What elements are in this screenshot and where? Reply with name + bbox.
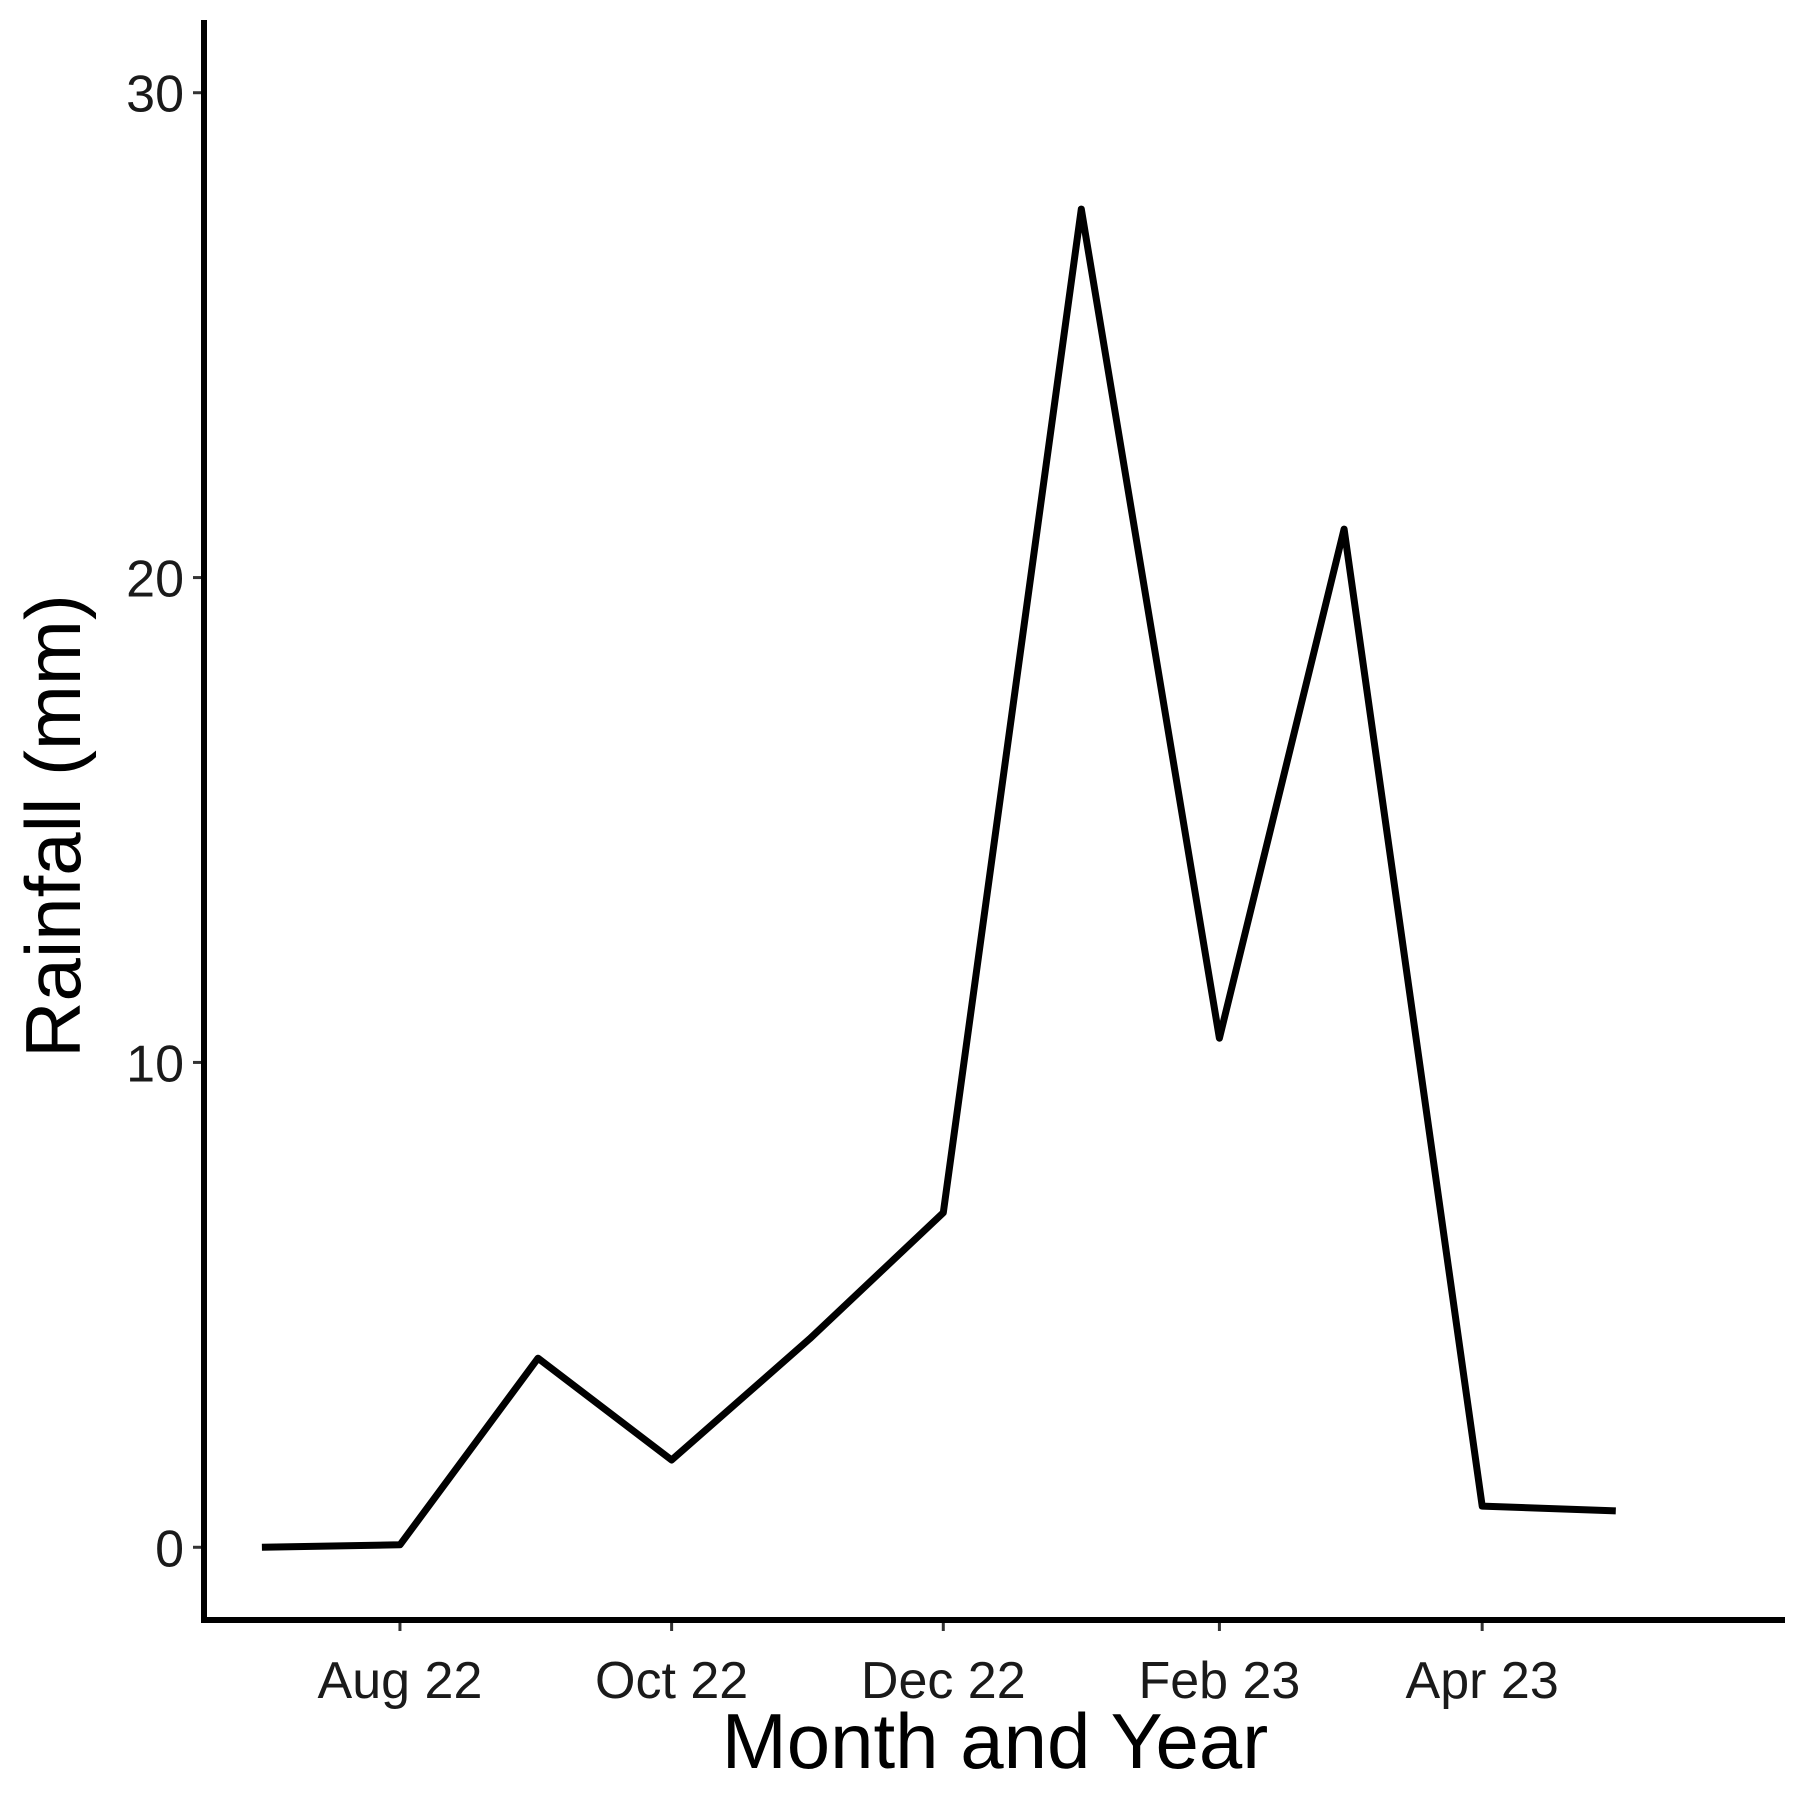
x-axis-ticks: Aug 22 Oct 22 Dec 22 Feb 23 Apr 23 [318, 1620, 1559, 1710]
y-tick-label: 20 [126, 551, 184, 609]
x-tick-label: Apr 23 [1406, 1652, 1559, 1710]
y-tick-label: 30 [126, 66, 184, 124]
x-axis-title: Month and Year [722, 1697, 1268, 1785]
y-axis-title: Rainfall (mm) [9, 594, 97, 1058]
y-tick-label: 0 [155, 1520, 184, 1578]
x-tick-label: Oct 22 [595, 1652, 748, 1710]
y-axis-ticks: 0 10 20 30 [126, 66, 204, 1578]
rainfall-series-line [261, 205, 1616, 1551]
x-tick-label: Feb 23 [1138, 1652, 1300, 1710]
series-layer [261, 205, 1616, 1551]
x-tick-label: Aug 22 [318, 1652, 483, 1710]
y-tick-label: 10 [126, 1035, 184, 1093]
x-tick-label: Dec 22 [861, 1652, 1026, 1710]
